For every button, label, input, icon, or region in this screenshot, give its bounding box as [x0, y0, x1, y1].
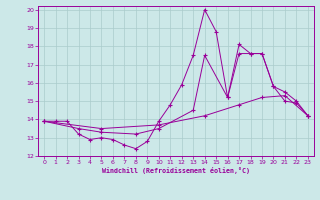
X-axis label: Windchill (Refroidissement éolien,°C): Windchill (Refroidissement éolien,°C) — [102, 167, 250, 174]
